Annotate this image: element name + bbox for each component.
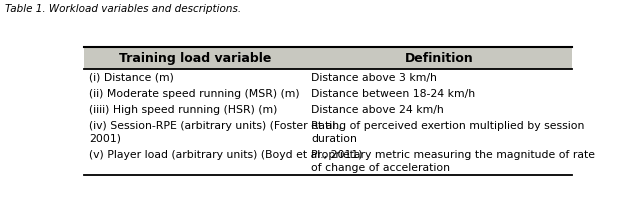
Text: (iv) Session-RPE (arbitrary units) (Foster et al.,
2001): (iv) Session-RPE (arbitrary units) (Fost… <box>89 121 342 144</box>
Text: Definition: Definition <box>404 51 474 65</box>
Text: Distance above 3 km/h: Distance above 3 km/h <box>311 72 437 83</box>
Text: (ii) Moderate speed running (MSR) (m): (ii) Moderate speed running (MSR) (m) <box>89 89 300 99</box>
Bar <box>84 69 572 85</box>
Text: Proprietary metric measuring the magnitude of rate
of change of acceleration: Proprietary metric measuring the magnitu… <box>311 150 595 173</box>
Text: (v) Player load (arbitrary units) (Boyd et al., 2011): (v) Player load (arbitrary units) (Boyd … <box>89 150 362 160</box>
Bar <box>84 101 572 117</box>
Bar <box>84 146 572 175</box>
Bar <box>84 85 572 101</box>
Text: (i) Distance (m): (i) Distance (m) <box>89 72 174 83</box>
Text: Table 1. Workload variables and descriptions.: Table 1. Workload variables and descript… <box>5 4 241 14</box>
Bar <box>84 47 572 69</box>
Text: Distance between 18-24 km/h: Distance between 18-24 km/h <box>311 89 475 99</box>
Bar <box>84 117 572 146</box>
Text: (iiii) High speed running (HSR) (m): (iiii) High speed running (HSR) (m) <box>89 105 277 115</box>
Text: Rating of perceived exertion multiplied by session
duration: Rating of perceived exertion multiplied … <box>311 121 584 144</box>
Text: Training load variable: Training load variable <box>119 51 271 65</box>
Text: Distance above 24 km/h: Distance above 24 km/h <box>311 105 444 115</box>
